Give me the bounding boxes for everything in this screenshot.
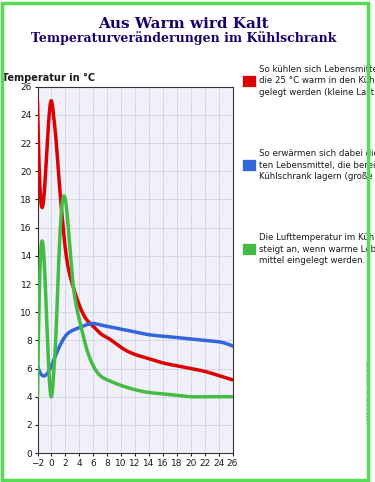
Text: GRAFIK: K. KRITSCH: GRAFIK: K. KRITSCH xyxy=(364,362,369,424)
Text: Temperatur in °C: Temperatur in °C xyxy=(2,73,96,83)
Text: So kühlen sich Lebensmittel ab,
die 25 °C warm in den Kühlschrank
gelegt werden : So kühlen sich Lebensmittel ab, die 25 °… xyxy=(259,65,375,97)
Text: Aus Warm wird Kalt: Aus Warm wird Kalt xyxy=(98,17,269,31)
Text: So erwärmen sich dabei die kal-
ten Lebensmittel, die bereits im
Kühlschrank lag: So erwärmen sich dabei die kal- ten Lebe… xyxy=(259,149,375,181)
Text: Die Lufttemperatur im Kühlschrank
steigt an, wenn warme Lebens-
mittel eingelegt: Die Lufttemperatur im Kühlschrank steigt… xyxy=(259,233,375,266)
Text: Zeit in Stunden: Zeit in Stunden xyxy=(145,479,230,482)
Text: Temperaturveränderungen im Kühlschrank: Temperaturveränderungen im Kühlschrank xyxy=(31,31,336,45)
